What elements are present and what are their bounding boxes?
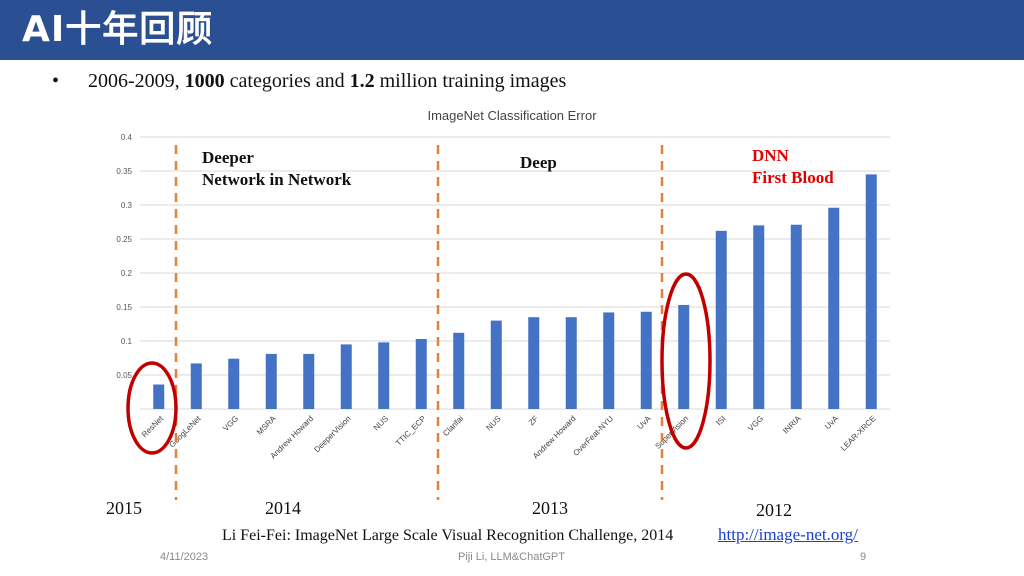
- bullet-text-part: categories and: [224, 70, 350, 92]
- bar: [228, 358, 240, 409]
- bar: [190, 363, 202, 409]
- bar: [565, 317, 577, 409]
- title-bar: AI十年回顾: [0, 0, 1024, 60]
- y-tick-label: 0.35: [116, 167, 132, 176]
- x-tick-label: VGG: [746, 414, 765, 433]
- bullet-text: 2006-2009, 1000 categories and 1.2 milli…: [88, 70, 566, 93]
- x-tick-label: NUS: [484, 414, 502, 432]
- bar: [865, 174, 877, 409]
- highlight-ellipse-resnet: [126, 361, 178, 455]
- x-tick-label: DeeperVision: [312, 414, 352, 454]
- citation: Li Fei-Fei: ImageNet Large Scale Visual …: [222, 527, 674, 544]
- bar: [265, 353, 277, 409]
- annotation-dnn: DNN First Blood: [752, 145, 834, 189]
- image-net-link[interactable]: http://image-net.org/: [718, 525, 858, 544]
- y-tick-label: 0.3: [121, 201, 133, 210]
- bar: [340, 344, 352, 409]
- y-tick-label: 0.1: [121, 337, 133, 346]
- x-tick-label: INRIA: [781, 414, 803, 436]
- bar: [415, 338, 427, 409]
- bar: [790, 224, 802, 409]
- x-tick-label: Clarifai: [441, 414, 465, 438]
- y-tick-label: 0.25: [116, 235, 132, 244]
- bullet-marker: •: [52, 70, 60, 92]
- footer-author: Piji Li, LLM&ChatGPT: [458, 551, 565, 563]
- bar: [490, 320, 502, 409]
- x-tick-label: NUS: [372, 414, 390, 432]
- bar: [453, 332, 465, 409]
- footer-date: 4/11/2023: [160, 551, 209, 563]
- annotation-deeper: Deeper Network in Network: [202, 147, 351, 191]
- y-tick-label: 0.2: [121, 269, 133, 278]
- x-tick-label: UvA: [636, 414, 654, 432]
- x-tick-label: UvA: [823, 414, 841, 432]
- x-tick-label: ZF: [527, 414, 540, 427]
- annotation-deep: Deep: [520, 153, 557, 172]
- bar: [715, 230, 727, 409]
- x-tick-label: TTIC_ECP: [394, 414, 428, 448]
- footer-page-number: 9: [860, 551, 867, 563]
- annotation-dnn-line1: DNN: [752, 146, 789, 165]
- highlight-ellipse-supervision: [660, 272, 712, 450]
- bar: [678, 304, 690, 409]
- bullet-text-bold: 1000: [184, 70, 225, 92]
- bar: [640, 311, 652, 409]
- bar: [828, 207, 840, 409]
- annotation-deeper-line1: Deeper: [202, 148, 254, 167]
- chart-title: ImageNet Classification Error: [427, 108, 597, 123]
- bar: [603, 312, 615, 409]
- x-tick-label: MSRA: [255, 414, 278, 437]
- year-2014: 2014: [265, 498, 301, 518]
- bar: [303, 353, 315, 409]
- bar: [378, 342, 390, 409]
- bar: [528, 317, 540, 409]
- annotation-deeper-line2: Network in Network: [202, 170, 352, 189]
- bullet-text-part: 2006-2009,: [88, 70, 185, 92]
- bar: [753, 225, 765, 409]
- bar: [153, 384, 165, 409]
- x-tick-label: VGG: [221, 414, 240, 433]
- year-2013: 2013: [532, 498, 568, 518]
- x-tick-label: ISI: [714, 414, 727, 427]
- x-tick-label: ResNet: [140, 414, 166, 440]
- year-2012: 2012: [756, 500, 792, 520]
- x-tick-label: OverFeat-NYU: [571, 414, 615, 458]
- y-tick-label: 0.4: [121, 133, 133, 142]
- bullet-text-part: million training images: [374, 70, 567, 92]
- slide-title: AI十年回顾: [22, 9, 214, 50]
- year-2015: 2015: [106, 498, 142, 518]
- y-tick-label: 0.15: [116, 303, 132, 312]
- y-tick-label: 0.05: [116, 371, 132, 380]
- bullet-text-bold: 1.2: [349, 70, 375, 92]
- annotation-dnn-line2: First Blood: [752, 168, 834, 187]
- x-tick-label: LEAR-XRCE: [839, 414, 878, 453]
